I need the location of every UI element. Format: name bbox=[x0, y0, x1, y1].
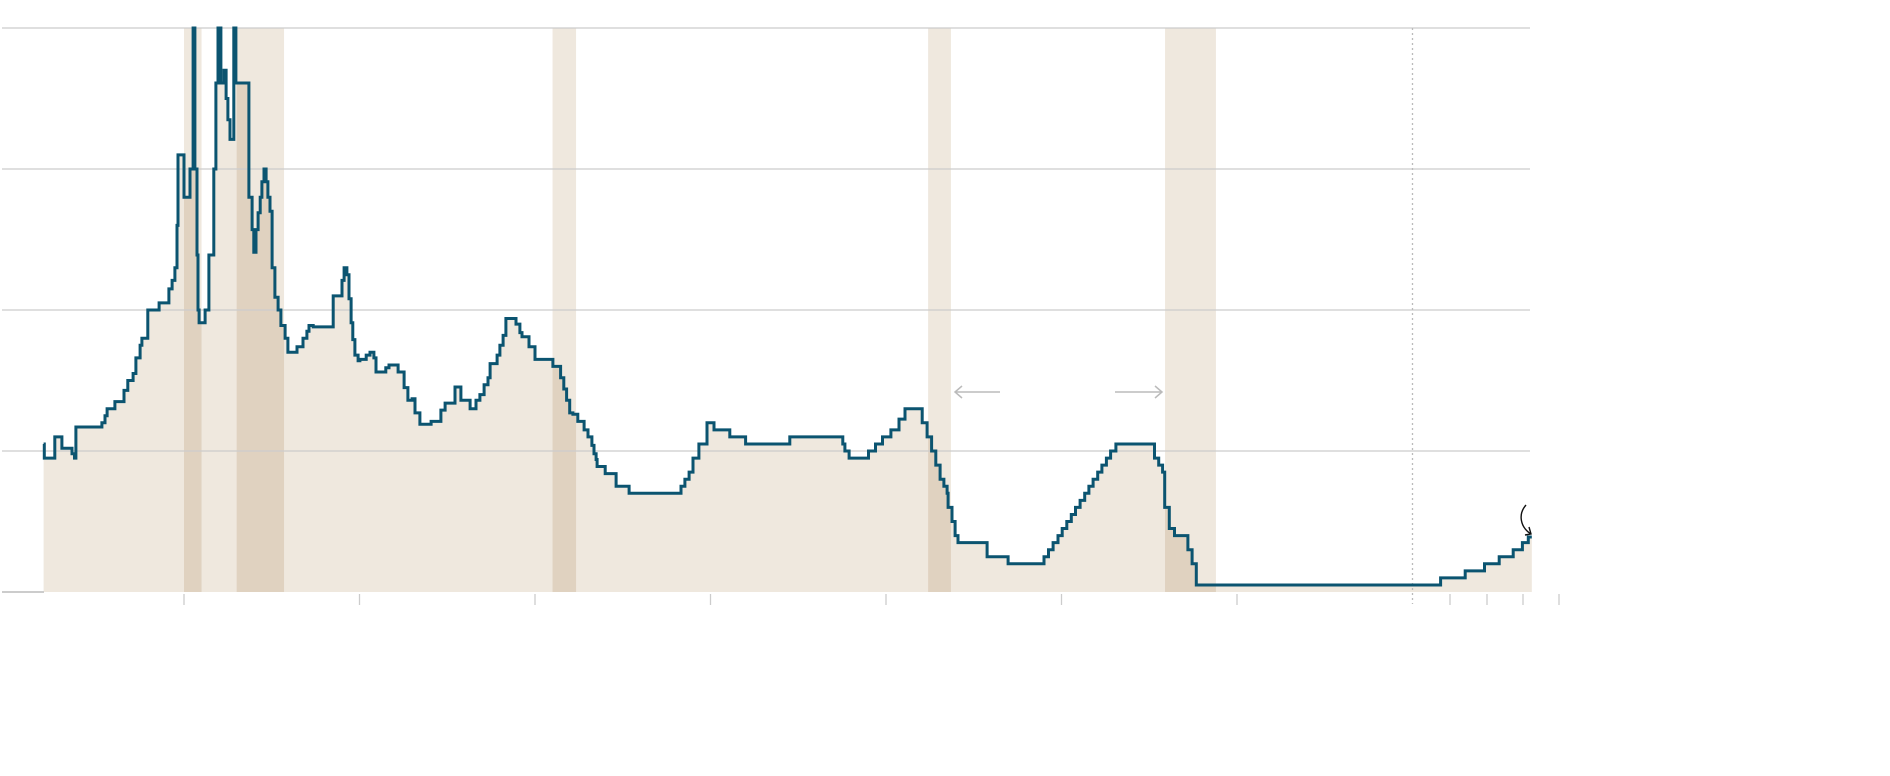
rate-series-line bbox=[42, 26, 1532, 587]
arrow-left-icon bbox=[953, 385, 1000, 399]
hand-drawn-arrow-icon bbox=[1520, 504, 1532, 536]
arrow-right-icon bbox=[1115, 385, 1164, 399]
